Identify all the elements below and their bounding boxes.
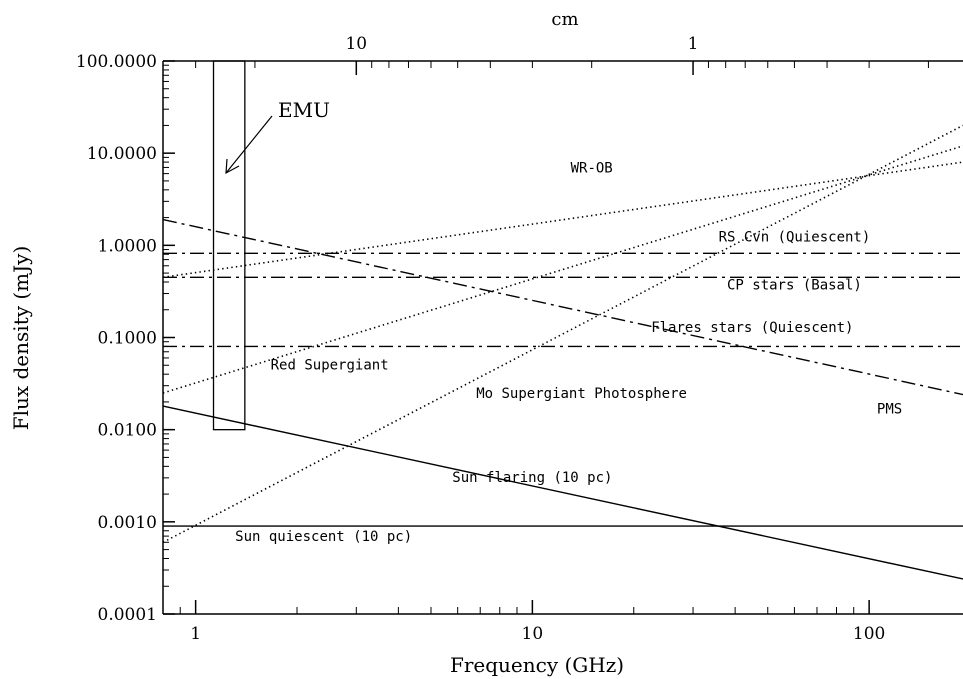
y-tick-label: 1.0000 [98, 236, 157, 256]
series-annotations: WR-OB RS Cvn (Quiescent) CP stars (Basal) F… [235, 160, 902, 545]
y-tick-label: 0.0100 [98, 421, 157, 441]
emu-region: EMU [214, 61, 330, 430]
tick-labels: 0.0001 0.0010 0.0100 0.1000 1.0000 10.0000 100… [76, 34, 885, 644]
y-tick-label: 0.0001 [98, 605, 157, 625]
top-axis-title: cm [551, 9, 578, 30]
top-tick-label: 1 [688, 34, 699, 54]
emu-label: EMU [278, 98, 330, 122]
annotation-pms: PMS [877, 401, 902, 417]
x-axis-title: Frequency (GHz) [450, 653, 624, 677]
x-tick-label: 1 [190, 624, 201, 644]
series-line-sun-flaring-10-pc [163, 406, 963, 579]
y-tick-label: 0.0010 [98, 513, 157, 533]
annotation-sun-quiescent-10-pc: Sun quiescent (10 pc) [235, 529, 412, 545]
emu-arrow-shaft [226, 116, 272, 173]
x-tick-label: 10 [522, 624, 544, 644]
y-tick-label: 100.0000 [76, 52, 157, 72]
annotation-wr-ob: WR-OB [571, 160, 613, 176]
annotation-flares-stars-quiescent: Flares stars (Quiescent) [651, 320, 853, 336]
y-tick-label: 10.0000 [87, 144, 157, 164]
y-tick-label: 0.1000 [98, 329, 157, 349]
annotation-mo-supergiant-photosphere: Mo Supergiant Photosphere [476, 386, 687, 402]
series-line-wr-ob [163, 162, 963, 277]
top-tick-label: 10 [345, 34, 367, 54]
annotation-sun-flaring-10-pc: Sun flaring (10 pc) [452, 470, 612, 486]
annotation-rs-cvn-quiescent: RS Cvn (Quiescent) [719, 230, 871, 246]
annotation-red-supergiant: Red Supergiant [271, 357, 389, 373]
y-axis-title: Flux density (mJy) [9, 246, 33, 431]
data-series [163, 125, 963, 579]
emu-box [214, 61, 245, 430]
series-line-red-supergiant [163, 146, 963, 393]
x-tick-label: 100 [853, 624, 885, 644]
annotation-cp-stars-basal: CP stars (Basal) [727, 278, 862, 294]
